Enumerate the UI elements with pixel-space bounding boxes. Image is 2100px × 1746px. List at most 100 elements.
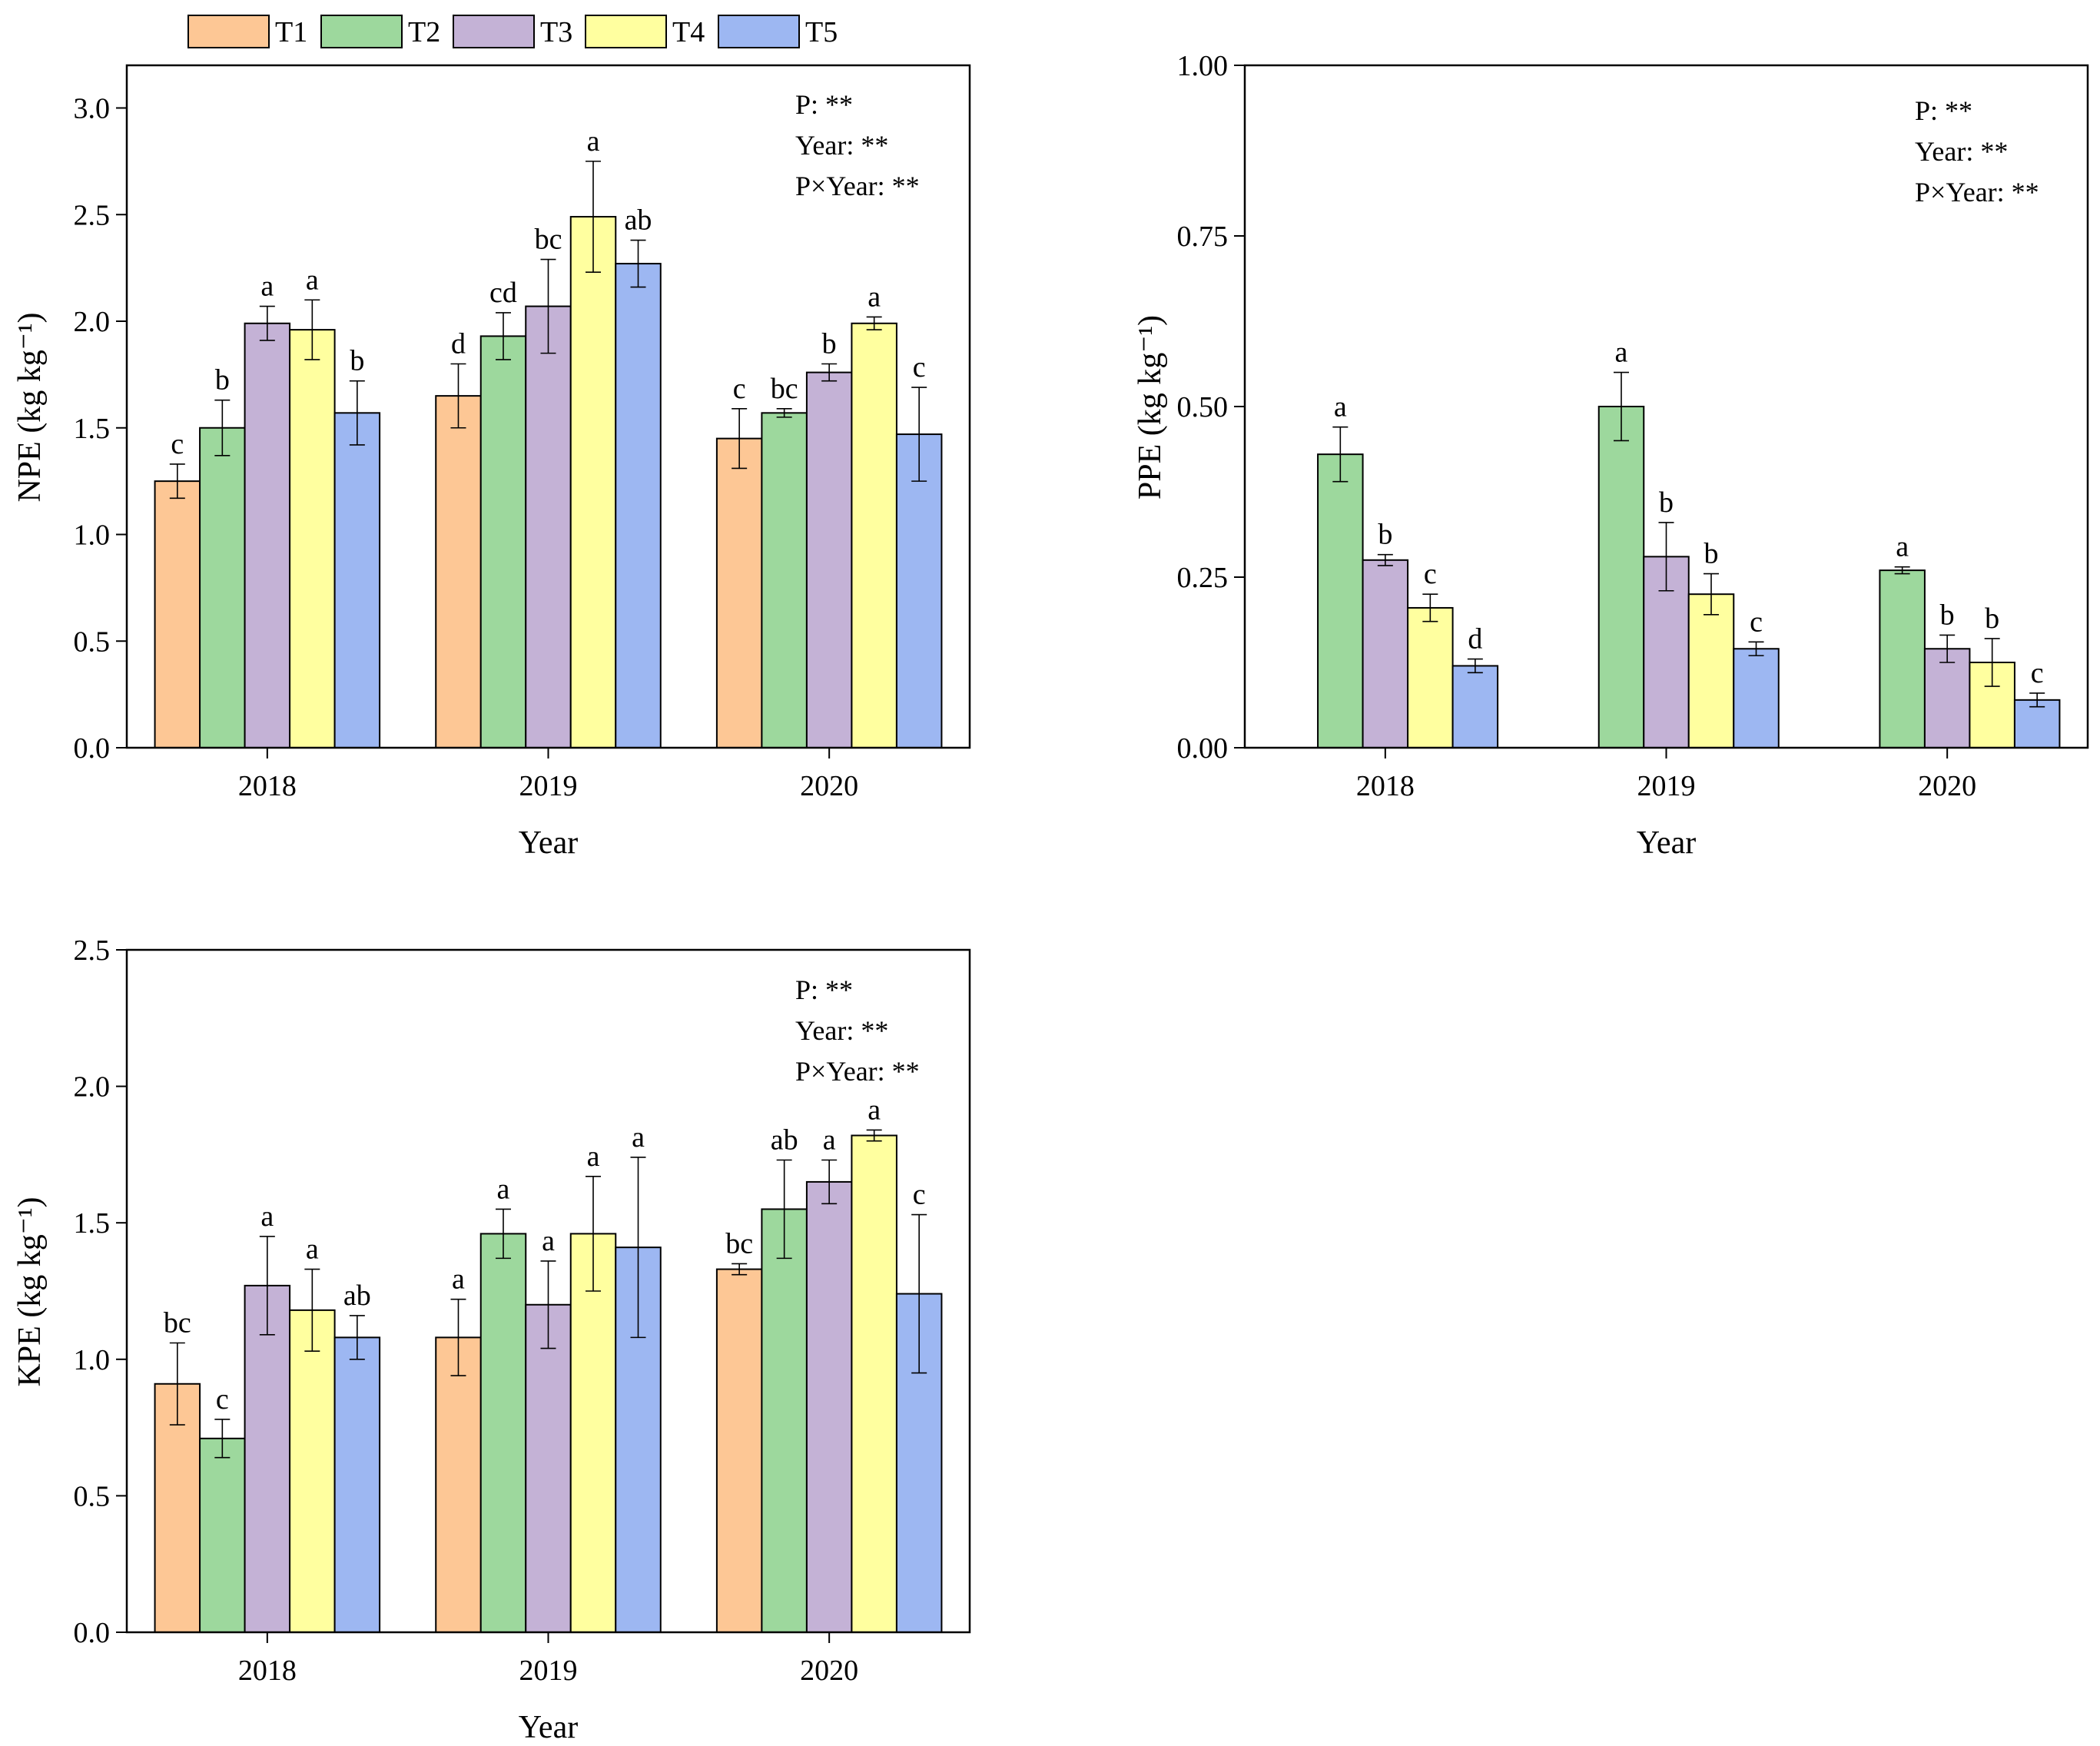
npe-sig-label-t2-2018: b: [215, 364, 230, 397]
npe-x-tick-label-2020: 2020: [800, 770, 858, 802]
npe-bar-t1-2018: [154, 480, 201, 749]
legend-label-t5: T5: [805, 16, 838, 48]
kpe-y-tick-label-2.5: 2.5: [74, 934, 111, 967]
ppe-sig-label-t4-2019: b: [1704, 538, 1719, 570]
ppe-y-tick-label-0.75: 0.75: [1177, 221, 1229, 253]
npe-bar-t1-2019: [435, 395, 482, 749]
ppe-stat-line-2: Year: **: [1915, 136, 2008, 167]
ppe-sig-label-t3-2020: b: [1940, 599, 1955, 631]
ppe-bar-t2-2018: [1317, 453, 1364, 749]
npe-sig-label-t5-2020: c: [913, 351, 926, 383]
npe-bar-t3-2020: [805, 371, 853, 749]
kpe-sig-label-t1-2019: a: [452, 1263, 465, 1296]
ppe-plot-frame: [1243, 64, 2089, 749]
kpe-bar-t1-2019: [435, 1336, 482, 1634]
ppe-bar-t5-2019: [1733, 648, 1780, 749]
npe-y-tick-label-2.0: 2.0: [74, 306, 111, 338]
npe-sig-label-t2-2020: bc: [771, 373, 798, 405]
ppe-bar-t2-2020: [1879, 569, 1926, 749]
ppe-y-tick-label-0.25: 0.25: [1177, 562, 1229, 594]
ppe-bar-t3-2018: [1362, 559, 1409, 749]
ppe-x-tick-label-2019: 2019: [1637, 770, 1696, 802]
ppe-x-tick-label-2020: 2020: [1918, 770, 1976, 802]
kpe-sig-label-t3-2019: a: [542, 1225, 555, 1257]
kpe-sig-label-t2-2019: a: [497, 1173, 510, 1205]
npe-stat-line-1: P: **: [795, 89, 853, 120]
ppe-sig-label-t3-2018: b: [1378, 519, 1392, 551]
kpe-sig-label-t5-2019: a: [632, 1121, 645, 1153]
npe-sig-label-t3-2020: b: [822, 328, 837, 360]
npe-sig-label-t4-2019: a: [587, 125, 600, 158]
npe-stat-line-2: Year: **: [795, 130, 888, 161]
kpe-y-tick-label-2.0: 2.0: [74, 1071, 111, 1104]
npe-sig-label-t5-2018: b: [350, 345, 364, 377]
legend-swatch-t5: [718, 15, 800, 48]
kpe-bar-t2-2019: [479, 1233, 527, 1633]
ppe-y-tick-label-1.00: 1.00: [1177, 50, 1229, 82]
npe-bar-t2-2019: [479, 335, 527, 749]
legend-swatch-t2: [320, 15, 403, 48]
legend-label-t2: T2: [408, 16, 440, 48]
ppe-bar-t3-2020: [1923, 648, 1971, 749]
kpe-sig-label-t5-2020: c: [913, 1179, 926, 1211]
npe-sig-label-t2-2019: cd: [489, 277, 517, 309]
kpe-bar-t2-2020: [761, 1208, 808, 1633]
kpe-y-tick-label-0.5: 0.5: [74, 1480, 111, 1512]
kpe-bar-t4-2019: [569, 1233, 617, 1633]
npe-sig-label-t4-2020: a: [868, 280, 881, 313]
ppe-stat-line-1: P: **: [1915, 95, 1972, 126]
kpe-bar-t4-2018: [289, 1309, 336, 1633]
npe-y-tick-label-2.5: 2.5: [74, 199, 111, 231]
ppe-sig-label-t3-2019: b: [1659, 486, 1674, 519]
npe-bar-t4-2020: [851, 322, 897, 749]
kpe-x-tick-label-2019: 2019: [519, 1655, 578, 1687]
kpe-bar-t2-2018: [199, 1437, 246, 1633]
legend-swatch-t4: [585, 15, 667, 48]
npe-bar-t3-2019: [525, 305, 572, 749]
ppe-sig-label-t4-2020: b: [1985, 602, 1999, 635]
npe-bar-t3-2018: [244, 322, 291, 749]
kpe-bar-t3-2020: [805, 1180, 853, 1634]
npe-y-tick-label-0.0: 0.0: [74, 732, 111, 765]
ppe-x-axis-title: Year: [1637, 825, 1696, 861]
kpe-sig-label-t3-2020: a: [823, 1124, 836, 1157]
kpe-sig-label-t3-2018: a: [260, 1200, 274, 1233]
npe-bar-t4-2019: [569, 216, 617, 749]
ppe-sig-label-t2-2019: a: [1615, 337, 1628, 369]
legend-label-t1: T1: [275, 16, 307, 48]
kpe-y-axis-title: KPE (kg kg⁻¹): [12, 1197, 48, 1386]
kpe-stat-line-3: P×Year: **: [795, 1056, 920, 1087]
legend-label-t3: T3: [540, 16, 572, 48]
kpe-sig-label-t5-2018: ab: [343, 1280, 371, 1312]
ppe-sig-label-t2-2020: a: [1896, 531, 1909, 563]
kpe-x-tick-label-2018: 2018: [238, 1655, 297, 1687]
npe-x-tick-label-2019: 2019: [519, 770, 578, 802]
legend-swatch-t1: [187, 15, 270, 48]
ppe-sig-label-t5-2020: c: [2031, 657, 2044, 689]
npe-y-tick-label-3.0: 3.0: [74, 93, 111, 125]
npe-sig-label-t1-2019: d: [451, 328, 466, 360]
legend-swatch-t3: [453, 15, 535, 48]
kpe-y-tick-label-1.5: 1.5: [74, 1207, 111, 1240]
kpe-plot-frame: [125, 948, 971, 1634]
kpe-sig-label-t1-2020: bc: [725, 1227, 753, 1260]
npe-sig-label-t1-2018: c: [171, 428, 184, 460]
npe-y-tick-label-0.5: 0.5: [74, 626, 111, 658]
ppe-bar-t5-2018: [1451, 665, 1499, 749]
ppe-bar-t4-2018: [1407, 606, 1454, 749]
kpe-stat-line-2: Year: **: [795, 1015, 888, 1046]
ppe-stat-line-3: P×Year: **: [1915, 177, 2039, 207]
kpe-sig-label-t4-2020: a: [868, 1094, 881, 1126]
ppe-x-tick-label-2018: 2018: [1356, 770, 1415, 802]
kpe-sig-label-t4-2019: a: [587, 1140, 600, 1173]
kpe-bar-t1-2020: [715, 1268, 763, 1633]
ppe-sig-label-t5-2019: c: [1750, 606, 1763, 638]
npe-plot-frame: [125, 64, 971, 749]
npe-bar-t1-2020: [715, 437, 763, 749]
npe-bar-t5-2018: [333, 412, 381, 749]
npe-sig-label-t1-2020: c: [733, 373, 746, 405]
ppe-y-axis-title: PPE (kg kg⁻¹): [1133, 315, 1168, 500]
